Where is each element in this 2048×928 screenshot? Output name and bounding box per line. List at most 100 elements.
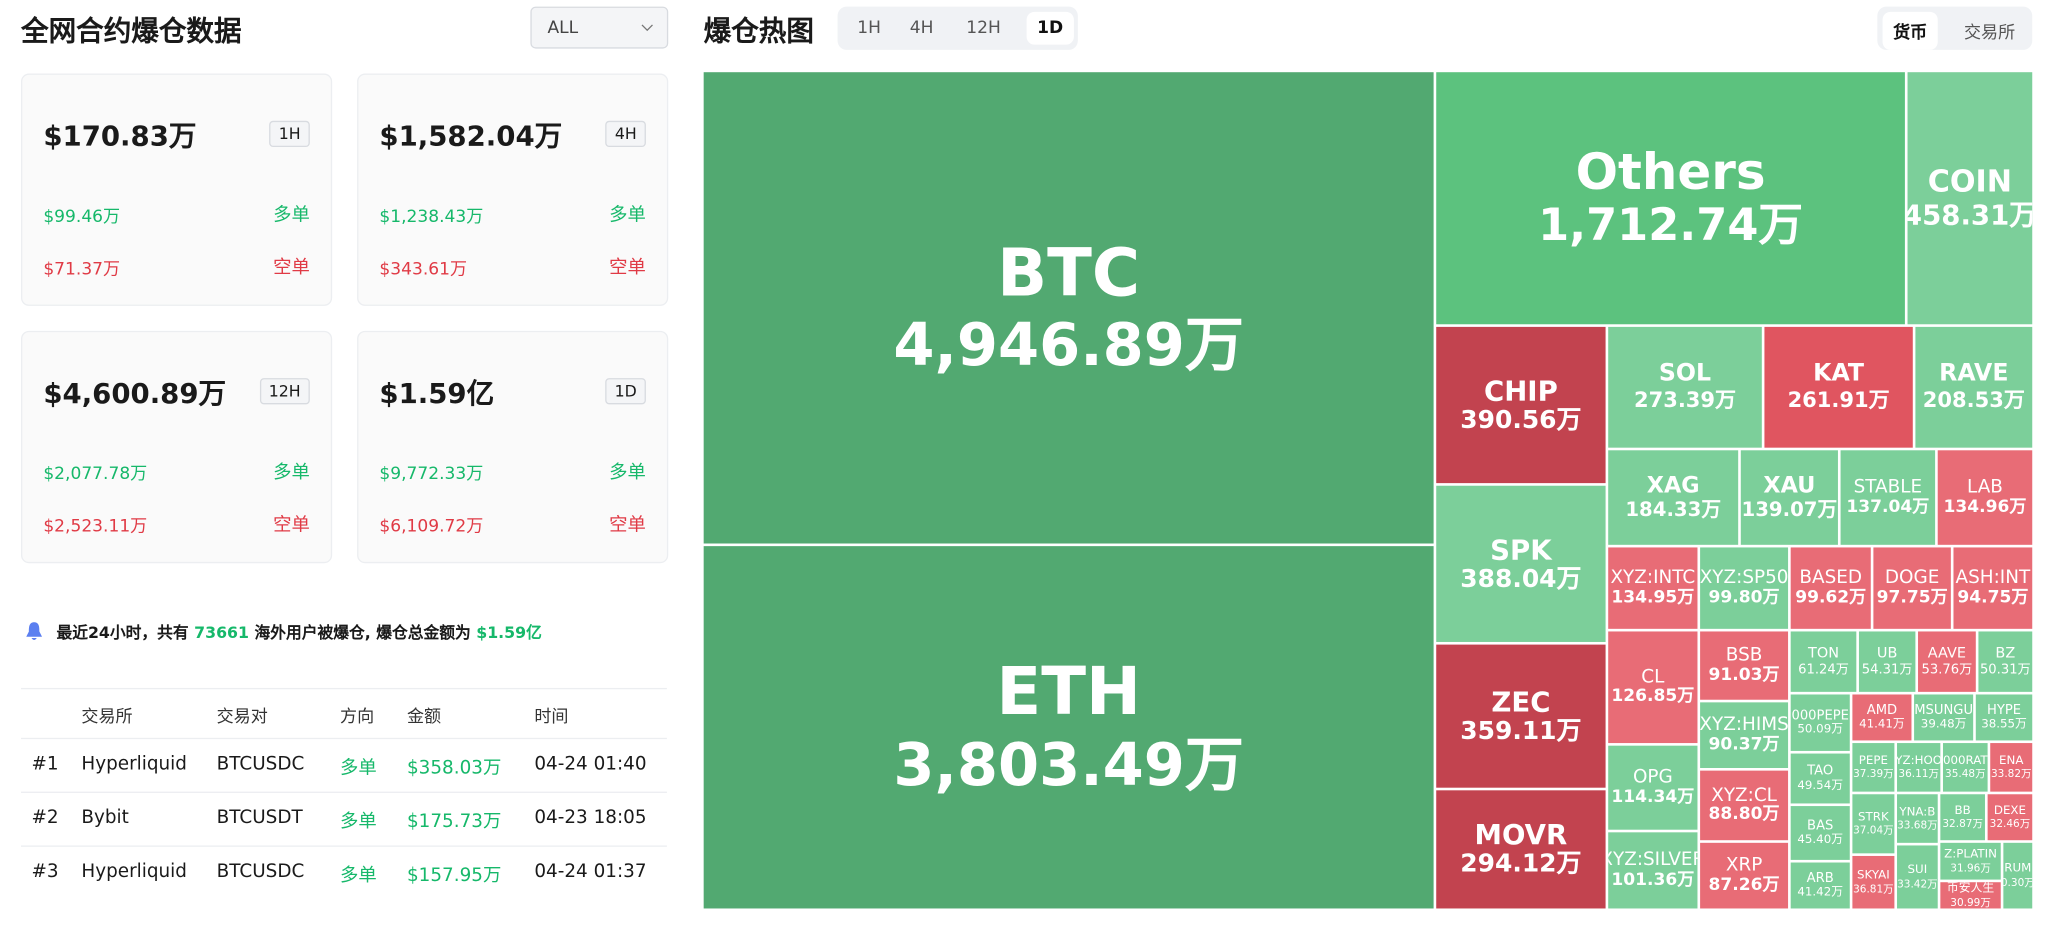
treemap-tile[interactable]: XYZ:SP50 99.80万 [1700,547,1789,629]
treemap-tile[interactable]: BB 32.87万 [1940,794,1985,841]
treemap-tile[interactable]: XYZ:INTC 134.95万 [1608,547,1698,629]
treemap-tile[interactable]: SKYAI 36.81万 [1852,855,1895,909]
treemap-tile[interactable]: BTC 4,946.89万 [703,72,1434,544]
treemap-tile[interactable]: XYZ:SILVER101.36万 [1608,832,1698,909]
treemap-tile[interactable]: BASED 99.62万 [1790,547,1871,629]
treemap-tile[interactable]: AAVE 53.76万 [1918,631,1976,692]
bell-icon [26,622,43,641]
tile-name: ETH [996,654,1141,731]
time-tab[interactable]: 1D [1026,11,1074,45]
long-label: 多单 [273,204,310,226]
tile-name: SPK [1490,533,1552,566]
tile-name: CHIP [1484,374,1558,407]
treemap-tile[interactable]: OPG 114.34万 [1608,745,1698,830]
treemap-tile[interactable]: XAU 139.07万 [1740,450,1838,545]
treemap-tile[interactable]: AMD 41.41万 [1852,694,1912,741]
tile-name: PEPE [1858,754,1888,768]
treemap-tile[interactable]: DEXE 32.46万 [1987,794,2033,841]
tile-name: RUM [2004,862,2032,876]
treemap-tile[interactable]: ETH 3,803.49万 [703,546,1434,909]
long-label: 多单 [609,204,646,226]
tile-name: XYZ:CL [1711,785,1777,807]
treemap-tile[interactable]: BZ 50.31万 [1978,631,2033,692]
tile-name: YZ:HOO [1897,754,1941,768]
table-cell: BTCUSDT [216,807,303,829]
treemap-tile[interactable]: KAT 261.91万 [1764,326,1913,448]
tile-value: 88.80万 [1708,804,1780,825]
treemap-tile[interactable]: XRP 87.26万 [1700,842,1789,909]
treemap-tile[interactable]: SOL 273.39万 [1608,326,1762,448]
treemap-tile[interactable]: 000RAT 35.48万 [1942,743,1988,792]
table-cell: #2 [31,807,59,829]
notice-text: 海外用户被爆仓, 爆仓总金额为 [254,623,471,642]
tile-value: 90.37万 [1708,734,1780,755]
treemap-tile[interactable]: XAG 184.33万 [1608,450,1739,545]
treemap-tile[interactable]: LAB 134.96万 [1937,450,2033,545]
time-tab[interactable]: 1H [857,18,881,39]
tile-name: MOVR [1474,819,1568,851]
treemap-tile[interactable]: STRK 37.04万 [1852,794,1895,854]
filter-value: ALL [547,18,579,39]
treemap-tile[interactable]: 000PEPE 50.09万 [1790,694,1850,751]
treemap-tile[interactable]: YZ:HOO 36.11万 [1897,743,1941,792]
view-tab[interactable]: 货币 [1882,11,1938,50]
treemap-tile[interactable]: Others 1,712.74万 [1436,72,1905,325]
tile-name: 000RAT [1942,754,1988,768]
tile-name: BASED [1799,567,1863,589]
filter-select[interactable]: ALL [530,6,669,49]
treemap-tile[interactable]: RAVE 208.53万 [1915,326,2033,448]
tile-value: 37.39万 [1853,768,1894,780]
treemap-tile[interactable]: MOVR 294.12万 [1436,790,1606,909]
tile-value: 37.04万 [1853,824,1894,837]
tile-value: 33.42万 [1897,877,1938,890]
treemap-tile[interactable]: HYPE 38.55万 [1975,694,2033,741]
treemap-tile[interactable]: STABLE 137.04万 [1840,450,1936,545]
tile-value: 50.31万 [1979,662,2031,677]
tile-value: 87.26万 [1708,875,1780,895]
tile-name: BZ [1995,644,2016,662]
row-divider [21,845,667,847]
treemap-tile[interactable]: RUM0.30万 [2003,842,2033,909]
treemap-tile[interactable]: ZEC 359.11万 [1436,644,1606,788]
short-label: 空单 [609,257,646,279]
treemap-tile[interactable]: SUI 33.42万 [1897,845,1938,909]
treemap-tile[interactable]: COIN 458.31万 [1907,72,2033,325]
short-label: 空单 [609,514,646,536]
table-header: 交易对 [216,707,268,728]
treemap-tile[interactable]: XYZ:CL 88.80万 [1700,770,1789,841]
notice-total: $1.59亿 [476,623,542,642]
treemap-tile[interactable]: TON 61.24万 [1790,631,1857,692]
treemap-tile[interactable]: YNA:B 33.68万 [1897,794,1938,843]
tile-name: AAVE [1927,644,1967,662]
short-amount: $71.37万 [43,259,121,280]
tile-value: 134.95万 [1611,587,1695,608]
treemap-tile[interactable]: BSB 91.03万 [1700,631,1789,700]
treemap-tile[interactable]: DOGE 97.75万 [1873,547,1951,629]
treemap-tile[interactable]: MSUNGU 39.48万 [1914,694,1974,741]
table-cell: 多单 [340,757,377,779]
treemap-tile[interactable]: XYZ:HIMS 90.37万 [1700,702,1789,769]
treemap-tile[interactable]: CHIP 390.56万 [1436,326,1606,484]
left-title: 全网合约爆仓数据 [21,15,242,48]
long-amount: $2,077.78万 [43,464,148,485]
treemap-tile[interactable]: TAO 49.54万 [1790,753,1850,804]
treemap-tile[interactable]: Z:PLATIN 31.96万 [1940,842,2001,880]
tile-value: 101.36万 [1611,869,1695,890]
tile-value: 33.68万 [1897,819,1938,832]
treemap-tile[interactable]: ENA 33.82万 [1990,743,2033,792]
notice-count: 73661 [194,623,249,642]
tile-name: COIN [1927,165,2013,200]
treemap-tile[interactable]: UB 54.31万 [1858,631,1916,692]
view-tab[interactable]: 交易所 [1963,23,2016,44]
treemap-tile[interactable]: ASH:INT 94.75万 [1953,547,2033,629]
tile-value: 30.99万 [1950,896,1991,908]
treemap-tile[interactable]: BAS 45.40万 [1790,806,1850,860]
time-tab[interactable]: 12H [966,18,1001,39]
treemap-tile[interactable]: PEPE 37.39万 [1852,743,1895,792]
time-tab[interactable]: 4H [909,18,934,39]
treemap-tile[interactable]: CL 126.85万 [1608,631,1698,744]
treemap-tile[interactable]: 币安人生 30.99万 [1940,882,2001,909]
treemap-tile[interactable]: SPK 388.04万 [1436,485,1606,642]
treemap-tile[interactable]: ARB 41.42万 [1790,862,1850,909]
